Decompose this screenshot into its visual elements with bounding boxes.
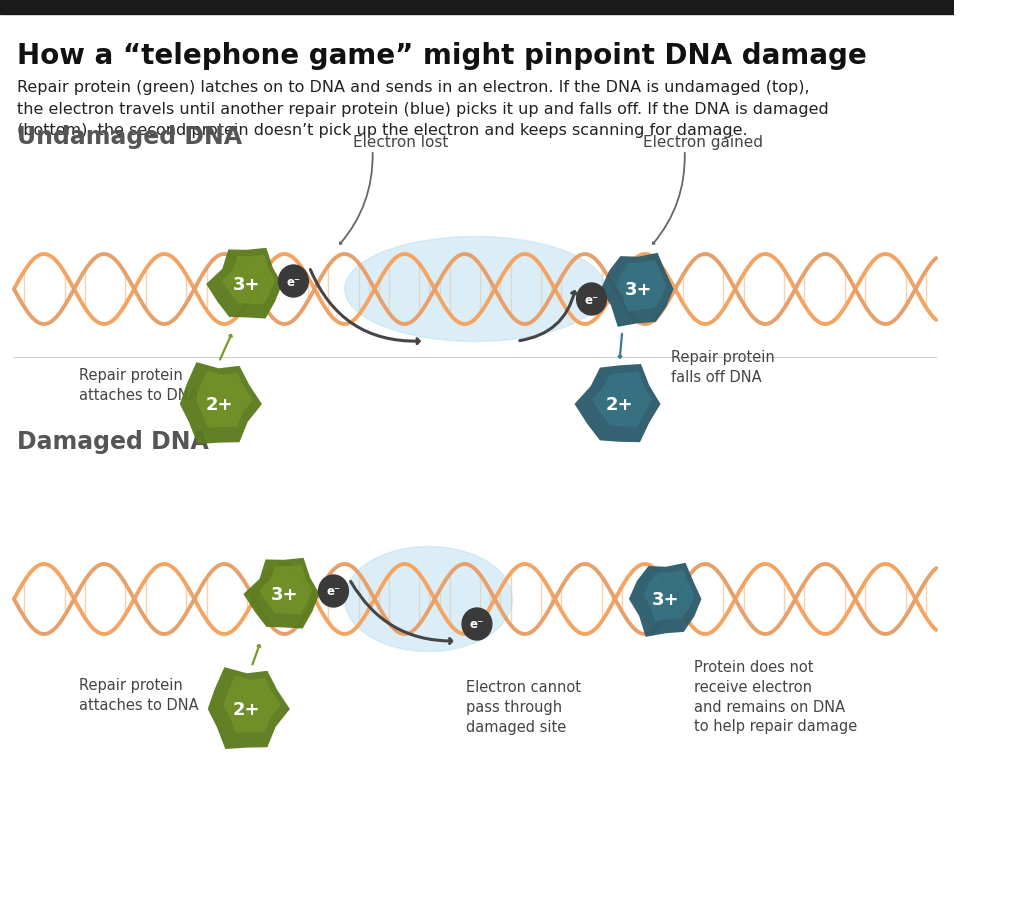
Text: 2+: 2+ (606, 395, 633, 414)
Text: Undamaged DNA: Undamaged DNA (16, 125, 242, 149)
Circle shape (462, 608, 492, 641)
Text: Repair protein
attaches to DNA: Repair protein attaches to DNA (79, 368, 199, 403)
Text: 3+: 3+ (233, 276, 261, 294)
Circle shape (318, 575, 348, 607)
Text: Repair protein
attaches to DNA: Repair protein attaches to DNA (79, 677, 199, 712)
Text: Electron lost: Electron lost (353, 135, 449, 150)
Ellipse shape (345, 237, 605, 342)
Text: e⁻: e⁻ (327, 584, 341, 598)
Text: How a “telephone game” might pinpoint DNA damage: How a “telephone game” might pinpoint DN… (16, 42, 866, 70)
Text: e⁻: e⁻ (585, 293, 599, 306)
Text: 3+: 3+ (652, 590, 680, 608)
Polygon shape (180, 363, 262, 445)
Text: Electron cannot
pass through
damaged site: Electron cannot pass through damaged sit… (466, 679, 581, 733)
Text: 2+: 2+ (205, 395, 232, 414)
Circle shape (577, 284, 606, 315)
Polygon shape (629, 563, 701, 637)
Text: Repair protein
falls off DNA: Repair protein falls off DNA (671, 349, 774, 384)
Text: 3+: 3+ (625, 280, 652, 299)
Polygon shape (574, 365, 660, 443)
Text: e⁻: e⁻ (470, 618, 484, 630)
Text: Repair protein (green) latches on to DNA and sends in an electron. If the DNA is: Repair protein (green) latches on to DNA… (16, 80, 828, 138)
Polygon shape (223, 675, 281, 733)
Bar (0, 0, 954, 15)
Polygon shape (208, 667, 290, 749)
Text: Electron gained: Electron gained (643, 135, 763, 150)
Text: Protein does not
receive electron
and remains on DNA
to help repair damage: Protein does not receive electron and re… (694, 659, 857, 733)
Polygon shape (615, 261, 667, 312)
Polygon shape (222, 255, 275, 305)
Polygon shape (206, 248, 283, 319)
Text: e⁻: e⁻ (287, 275, 301, 289)
Polygon shape (196, 371, 253, 428)
Text: 2+: 2+ (233, 700, 261, 719)
Polygon shape (592, 372, 652, 427)
Ellipse shape (345, 547, 512, 652)
Polygon shape (643, 571, 694, 622)
Polygon shape (244, 558, 319, 629)
Polygon shape (601, 254, 674, 327)
Polygon shape (259, 565, 312, 615)
Text: 3+: 3+ (270, 585, 298, 604)
Circle shape (279, 266, 308, 298)
Text: Damaged DNA: Damaged DNA (16, 429, 209, 453)
